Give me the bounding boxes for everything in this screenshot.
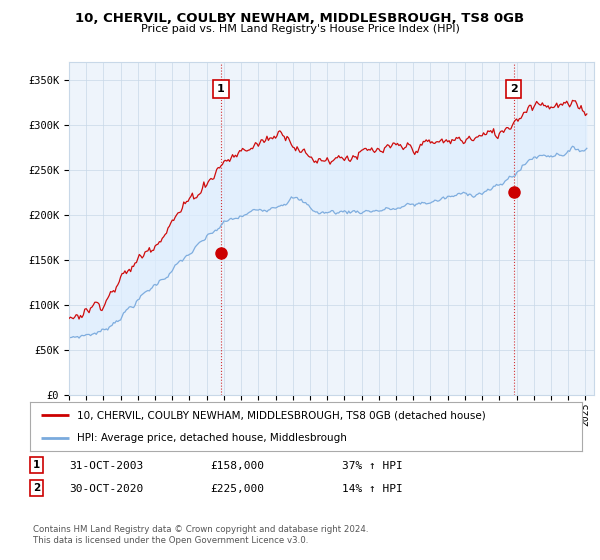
- Text: Price paid vs. HM Land Registry's House Price Index (HPI): Price paid vs. HM Land Registry's House …: [140, 24, 460, 34]
- Text: 10, CHERVIL, COULBY NEWHAM, MIDDLESBROUGH, TS8 0GB: 10, CHERVIL, COULBY NEWHAM, MIDDLESBROUG…: [76, 12, 524, 25]
- Text: Contains HM Land Registry data © Crown copyright and database right 2024.: Contains HM Land Registry data © Crown c…: [33, 525, 368, 534]
- Text: £158,000: £158,000: [210, 461, 264, 472]
- Text: 14% ↑ HPI: 14% ↑ HPI: [342, 484, 403, 494]
- Text: 1: 1: [33, 460, 40, 470]
- Text: £225,000: £225,000: [210, 484, 264, 494]
- Text: 37% ↑ HPI: 37% ↑ HPI: [342, 461, 403, 472]
- Text: 31-OCT-2003: 31-OCT-2003: [69, 461, 143, 472]
- Text: 2: 2: [510, 83, 517, 94]
- Text: This data is licensed under the Open Government Licence v3.0.: This data is licensed under the Open Gov…: [33, 536, 308, 545]
- Text: 30-OCT-2020: 30-OCT-2020: [69, 484, 143, 494]
- Text: 2: 2: [33, 483, 40, 493]
- Text: HPI: Average price, detached house, Middlesbrough: HPI: Average price, detached house, Midd…: [77, 433, 347, 444]
- Text: 10, CHERVIL, COULBY NEWHAM, MIDDLESBROUGH, TS8 0GB (detached house): 10, CHERVIL, COULBY NEWHAM, MIDDLESBROUG…: [77, 410, 485, 421]
- Text: 1: 1: [217, 83, 225, 94]
